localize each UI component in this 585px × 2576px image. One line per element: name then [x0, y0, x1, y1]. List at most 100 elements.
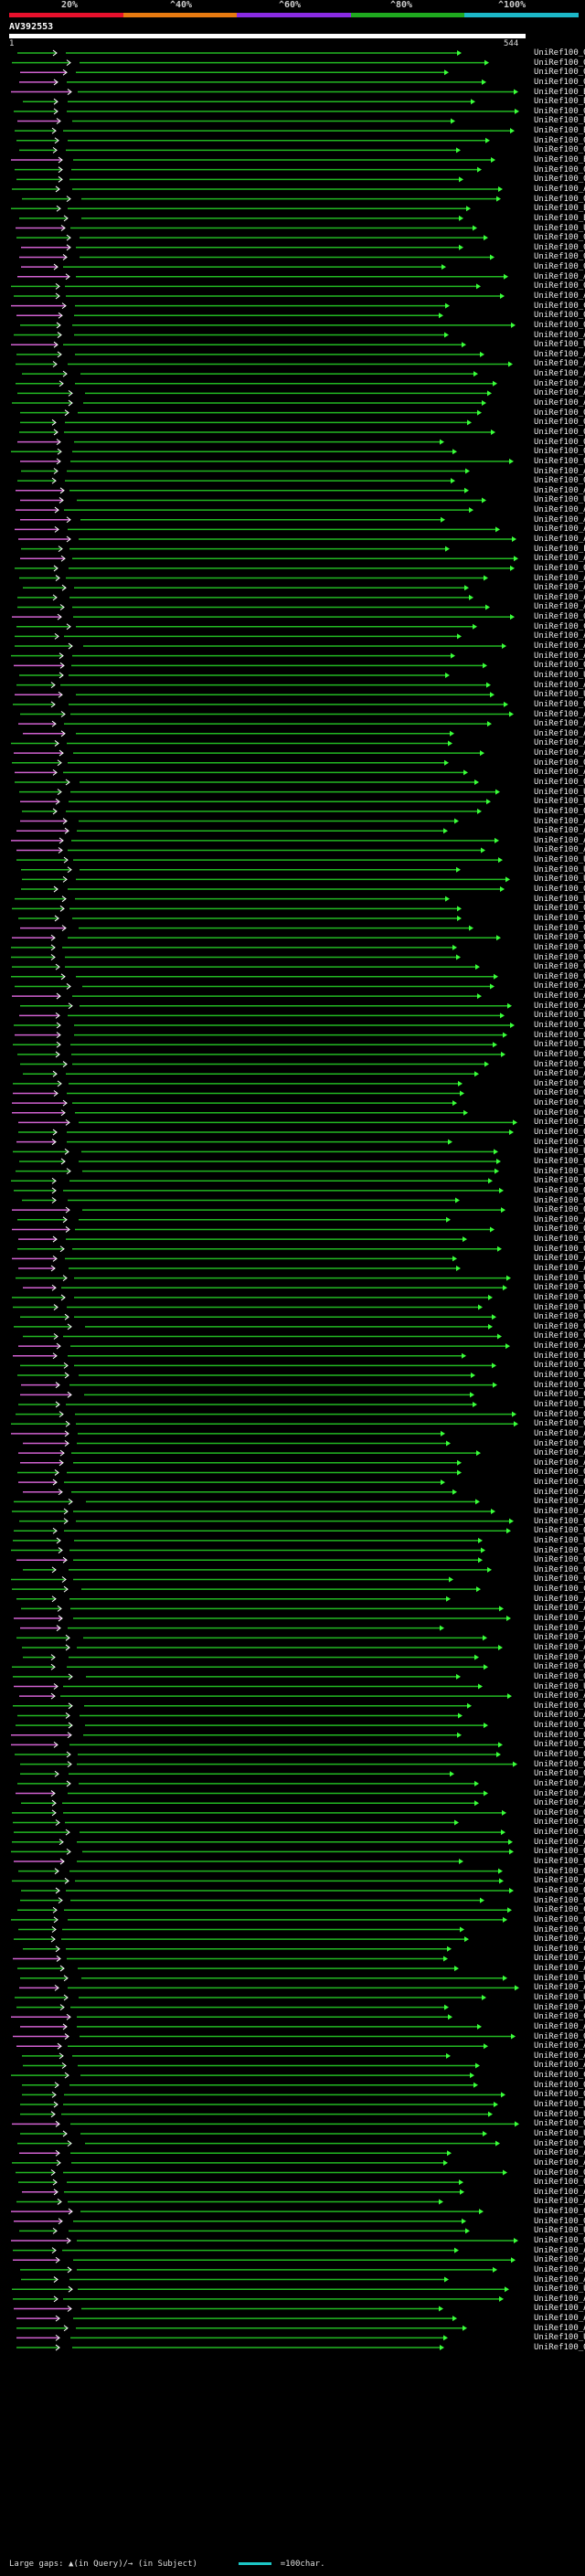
hit-label[interactable]: UniRef100_Q9SHR5 [534, 778, 585, 787]
hit-label[interactable]: UniRef100_A5ASB2 [534, 1837, 585, 1847]
hit-label[interactable]: UniRef100_Q53QM4 [534, 1021, 585, 1030]
hit-label[interactable]: UniRef100_Q9FTM0 [534, 175, 585, 185]
hit-label[interactable]: UniRef100_Q9XEC2 [534, 563, 585, 573]
hit-label[interactable]: UniRef100_Q0J5Y3 [534, 1701, 585, 1711]
hit-label[interactable]: UniRef100_Q5C7Y1 [534, 1380, 585, 1390]
hit-label[interactable]: UniRef100_A5AHY1 [534, 1614, 585, 1624]
hit-label[interactable]: UniRef100_UP1000... [534, 797, 585, 807]
hit-label[interactable]: UniRef100_A2Z6D6 [534, 1604, 585, 1614]
hit-label[interactable]: UniRef100_UP1000... [534, 2109, 585, 2119]
hit-label[interactable]: UniRef100_A5BYY5 [534, 1264, 585, 1273]
hit-label[interactable]: UniRef100_A5B4P6 [534, 826, 585, 836]
hit-label[interactable]: UniRef100_B5U991 [534, 1118, 585, 1128]
hit-label[interactable]: UniRef100_A8NMP6 [534, 184, 585, 194]
hit-label[interactable]: UniRef100_Q7Q2K5 [534, 1526, 585, 1536]
hit-label[interactable]: UniRef100_Q53N01 [534, 1419, 585, 1429]
hit-label[interactable]: UniRef100_A5AUX6 [534, 728, 585, 738]
hit-label[interactable]: UniRef100_Q5SKW9 [534, 971, 585, 981]
hit-label[interactable]: UniRef100_Q6FL10 [534, 2178, 585, 2188]
hit-label[interactable]: UniRef100_A5C844 [534, 981, 585, 991]
hit-label[interactable]: UniRef100_B0QF37 [534, 155, 585, 165]
hit-label[interactable]: UniRef100_UP1000... [534, 1147, 585, 1157]
hit-label[interactable]: UniRef100_A5BC16 [534, 292, 585, 301]
hit-label[interactable]: UniRef100_A5BDR0 [534, 2274, 585, 2284]
hit-label[interactable]: UniRef100_A8NMK7 [534, 2002, 585, 2012]
hit-label[interactable]: UniRef100_Q8ECY1 [534, 106, 585, 116]
hit-label[interactable]: UniRef100_A5BBW7 [534, 2197, 585, 2207]
hit-label[interactable]: UniRef100_Q7XTU6 [534, 758, 585, 768]
hit-label[interactable]: UniRef100_A5B2C3 [534, 991, 585, 1002]
hit-label[interactable]: UniRef100_B8BDZ6 [534, 213, 585, 223]
hit-label[interactable]: UniRef100_Q7XFC8 [534, 1283, 585, 1293]
hit-label[interactable]: UniRef100_C6GFP7 [534, 301, 585, 311]
hit-label[interactable]: UniRef100_C5Y718 [534, 2071, 585, 2081]
hit-label[interactable]: UniRef100_A5C005 [534, 1642, 585, 1652]
hit-label[interactable]: UniRef100_B8YLY6 [534, 116, 585, 126]
hit-label[interactable]: UniRef100_A5A4A6 [534, 2323, 585, 2333]
hit-label[interactable]: UniRef100_Q84GN8 [534, 194, 585, 204]
hit-label[interactable]: UniRef100_B8YLY5 [534, 87, 585, 97]
hit-label[interactable]: UniRef100_UP1000... [534, 1011, 585, 1021]
hit-label[interactable]: UniRef100_A5BK92 [534, 398, 585, 408]
hit-label[interactable]: UniRef100_A5BC72 [534, 748, 585, 758]
hit-label[interactable]: UniRef100_Q53LP5 [534, 1195, 585, 1205]
hit-label[interactable]: UniRef100_Q9CT58 [534, 1750, 585, 1759]
hit-label[interactable]: UniRef100_A5BD23 [534, 2061, 585, 2071]
hit-label[interactable]: UniRef100_A5BH79 [534, 1623, 585, 1633]
hit-label[interactable]: UniRef100_A5C546 [534, 2294, 585, 2304]
hit-label[interactable]: UniRef100_Q33BJ6 [534, 612, 585, 622]
hit-label[interactable]: UniRef100_B6GW87 [534, 1351, 585, 1361]
hit-label[interactable]: UniRef100_Q9SSE3 [534, 1847, 585, 1857]
hit-label[interactable]: UniRef100_Q9SJT2 [534, 456, 585, 466]
hit-label[interactable]: UniRef100_Q5GA69 [534, 1137, 585, 1147]
hit-label[interactable]: UniRef100_Q5YH37 [534, 2031, 585, 2041]
hit-label[interactable]: UniRef100_A5AS37 [534, 602, 585, 612]
hit-label[interactable]: UniRef100_Q9AY40 [534, 1176, 585, 1186]
hit-label[interactable]: UniRef100_A5A2L1 [534, 466, 585, 476]
hit-label[interactable]: UniRef100_A5B488 [534, 2157, 585, 2168]
hit-label[interactable]: UniRef100_A5AQN2 [534, 1254, 585, 1264]
hit-label[interactable]: UniRef100_A5AB24 [534, 1069, 585, 1079]
hit-label[interactable]: UniRef100_UP1000... [534, 894, 585, 904]
hit-label[interactable]: UniRef100_Q84PV7 [534, 952, 585, 962]
hit-label[interactable]: UniRef100_Q06035 [534, 48, 585, 58]
hit-label[interactable]: UniRef100_A5BDR3 [534, 641, 585, 652]
hit-label[interactable]: UniRef100_Q9M1D6 [534, 1312, 585, 1322]
hit-label[interactable]: UniRef100_Q3RTR0 [534, 1885, 585, 1895]
hit-label[interactable]: UniRef100_Q6L9J5 [534, 1759, 585, 1769]
hit-label[interactable]: UniRef100_C0SQ79 [534, 1108, 585, 1118]
hit-label[interactable]: UniRef100_Q9ZRJ0 [534, 1030, 585, 1040]
hit-label[interactable]: UniRef100_Q9CT39 [534, 1740, 585, 1750]
hit-label[interactable]: UniRef100_Q7XMU3 [534, 661, 585, 671]
hit-label[interactable]: UniRef100_Q6LUX0 [534, 1088, 585, 1098]
hit-label[interactable]: UniRef100_Q5JQV7 [534, 1409, 585, 1419]
hit-label[interactable]: UniRef100_Q6LPK1 [534, 1078, 585, 1088]
hit-label[interactable]: UniRef100_A5BXV5 [534, 1507, 585, 1516]
hit-label[interactable]: UniRef100_A5B9T5 [534, 2314, 585, 2324]
hit-label[interactable]: UniRef100_Q6L3N8 [534, 1224, 585, 1235]
hit-label[interactable]: UniRef100_A6YTQ9 [534, 2041, 585, 2051]
hit-label[interactable]: UniRef100_Q9CQ74 [534, 1671, 585, 1681]
hit-label[interactable]: UniRef100_A8ND41 [534, 1487, 585, 1497]
hit-label[interactable]: UniRef100_Q2QW17 [534, 1478, 585, 1488]
hit-label[interactable]: UniRef100_UP1000... [534, 2284, 585, 2295]
hit-label[interactable]: UniRef100_Q1QRM4 [534, 447, 585, 457]
hit-label[interactable]: UniRef100_UP1000... [534, 690, 585, 700]
hit-label[interactable]: UniRef100_Q9ZPU5 [534, 262, 585, 272]
hit-label[interactable]: UniRef100_Q01H37 [534, 1555, 585, 1565]
hit-label[interactable]: UniRef100_UP1000... [534, 1399, 585, 1409]
hit-label[interactable]: UniRef100_Q7XPE6 [534, 1818, 585, 1828]
hit-label[interactable]: UniRef100_Q9V4M6 [534, 1914, 585, 1924]
hit-label[interactable]: UniRef100_C0JJ12 [534, 1574, 585, 1585]
hit-label[interactable]: UniRef100_A5C6X1 [534, 1001, 585, 1011]
hit-label[interactable]: UniRef100_Q9SQ91 [534, 1331, 585, 1341]
hit-label[interactable]: UniRef100_UP1000... [534, 495, 585, 505]
hit-label[interactable]: UniRef100_Q10K27 [534, 942, 585, 952]
hit-label[interactable]: UniRef100_A5AQS3 [534, 1935, 585, 1945]
hit-label[interactable]: UniRef100_A5BUQ3 [534, 738, 585, 748]
hit-label[interactable]: UniRef100_A5C4X7 [534, 768, 585, 778]
hit-label[interactable]: UniRef100_A5AHX1 [534, 719, 585, 729]
hit-label[interactable]: UniRef100_A5BLB0 [534, 1964, 585, 1974]
hit-label[interactable]: UniRef100_A5B1F3 [534, 2187, 585, 2197]
hit-label[interactable]: UniRef100_UP1000... [534, 1166, 585, 1176]
